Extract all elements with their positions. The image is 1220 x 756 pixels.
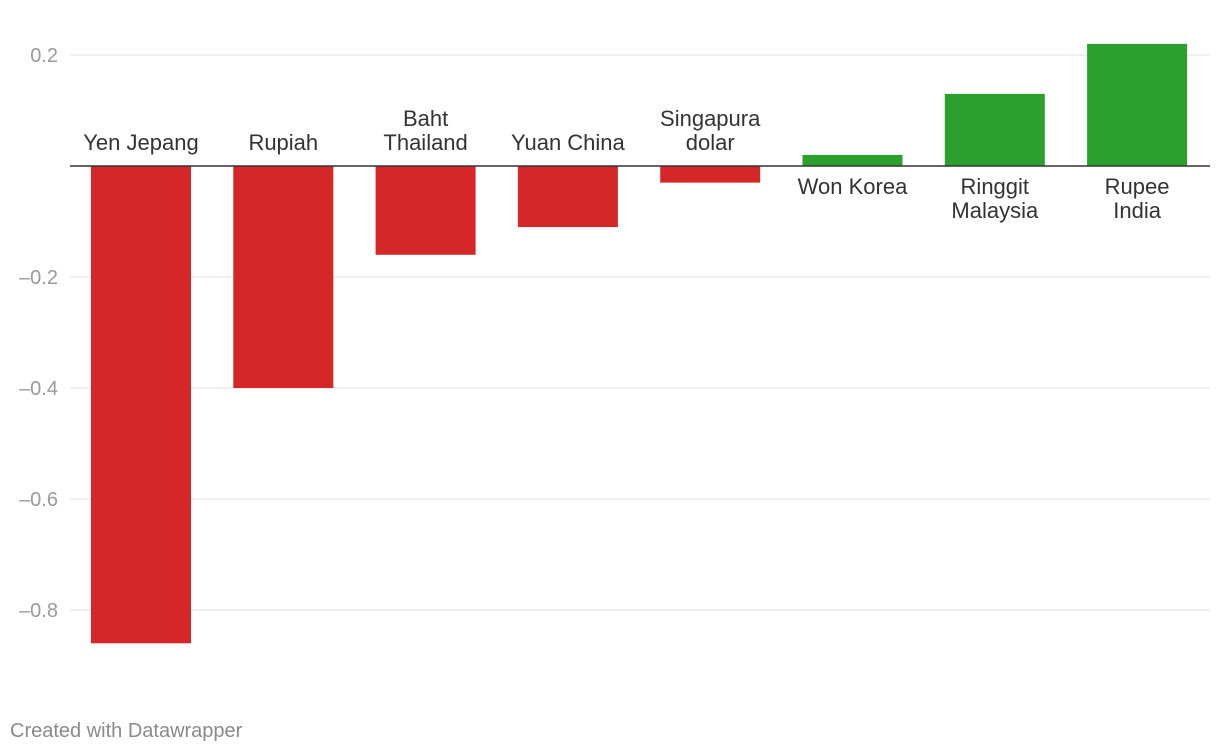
category-label-line: Yuan China: [511, 130, 626, 155]
category-label: Won Korea: [798, 174, 908, 199]
category-label: Yen Jepang: [83, 130, 198, 155]
category-label-line: Yen Jepang: [83, 130, 198, 155]
bar: [91, 166, 191, 644]
y-tick-label: –0.2: [19, 267, 58, 289]
y-tick-label: –0.4: [19, 378, 58, 400]
category-label: Rupee India: [1105, 174, 1170, 223]
y-tick-label: –0.6: [19, 489, 58, 511]
bar: [233, 166, 334, 388]
bar-chart: 0.2 –0.2 –0.4 –0.6 –0.8 Yen Jepang Rupiah Baht…: [19, 43, 1210, 644]
credit-text: Created with Datawrapper: [10, 720, 243, 742]
bar: [660, 166, 761, 183]
category-label-line: Malaysia: [951, 198, 1039, 223]
bars: [91, 43, 1188, 644]
category-label-line: dolar: [686, 130, 735, 155]
category-label: Yuan China: [511, 130, 626, 155]
category-label-line: Thailand: [383, 130, 467, 155]
bar: [375, 166, 476, 255]
category-label-line: Rupee: [1105, 174, 1170, 199]
category-label-line: Won Korea: [798, 174, 908, 199]
bar: [944, 93, 1045, 166]
category-label-line: India: [1113, 198, 1161, 223]
category-labels: Yen Jepang Rupiah Baht Thailand Yuan China Si…: [83, 106, 1169, 223]
y-tick-label: 0.2: [30, 45, 58, 67]
category-label-line: Singapura: [660, 106, 761, 131]
category-label-line: Ringgit: [961, 174, 1029, 199]
category-label: Rupiah: [248, 130, 318, 155]
category-label-line: Rupiah: [248, 130, 318, 155]
bar: [517, 166, 618, 228]
category-label-line: Baht: [403, 106, 448, 131]
y-tick-label: –0.8: [19, 600, 58, 622]
category-label: Singapura dolar: [660, 106, 761, 155]
bar: [1087, 43, 1188, 166]
category-label: Ringgit Malaysia: [951, 174, 1039, 223]
bar: [802, 154, 903, 166]
category-label: Baht Thailand: [383, 106, 467, 155]
